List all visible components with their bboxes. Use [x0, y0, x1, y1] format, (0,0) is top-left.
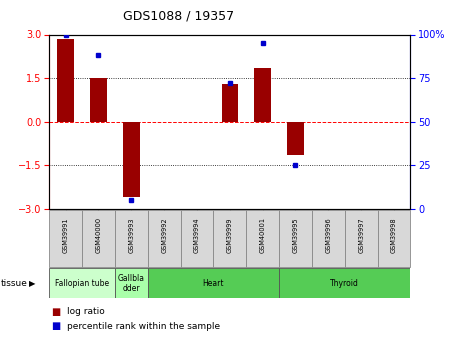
Text: Heart: Heart [203, 279, 224, 288]
Text: GSM39991: GSM39991 [63, 217, 68, 253]
Text: ▶: ▶ [29, 279, 36, 288]
Text: tissue: tissue [1, 279, 28, 288]
Bar [246, 210, 279, 267]
Bar [254, 68, 271, 122]
Text: Thyroid: Thyroid [330, 279, 359, 288]
Text: Gallbla
dder: Gallbla dder [118, 274, 145, 293]
Bar [378, 210, 410, 267]
Text: ■: ■ [52, 307, 61, 316]
Text: ■: ■ [52, 321, 61, 331]
Bar [90, 78, 106, 122]
Bar [287, 122, 303, 155]
Bar [148, 210, 181, 267]
Text: GSM39998: GSM39998 [391, 217, 397, 253]
Text: percentile rank within the sample: percentile rank within the sample [67, 322, 220, 331]
Text: GSM40001: GSM40001 [260, 217, 265, 253]
Bar [115, 268, 148, 298]
Text: GSM39992: GSM39992 [161, 217, 167, 253]
Bar [82, 210, 115, 267]
Bar [148, 268, 279, 298]
Bar [312, 210, 345, 267]
Bar [115, 210, 148, 267]
Text: GDS1088 / 19357: GDS1088 / 19357 [123, 9, 234, 22]
Bar [123, 122, 139, 197]
Text: GSM39996: GSM39996 [325, 217, 331, 253]
Text: GSM39993: GSM39993 [129, 217, 134, 253]
Bar [49, 268, 115, 298]
Bar [221, 84, 238, 122]
Bar [213, 210, 246, 267]
Bar [279, 210, 312, 267]
Bar [345, 210, 378, 267]
Text: Fallopian tube: Fallopian tube [55, 279, 109, 288]
Text: log ratio: log ratio [67, 307, 105, 316]
Text: GSM39997: GSM39997 [358, 217, 364, 253]
Text: GSM40000: GSM40000 [96, 217, 101, 254]
Bar [49, 210, 82, 267]
Bar [57, 39, 74, 122]
Text: GSM39994: GSM39994 [194, 217, 200, 253]
Text: GSM39999: GSM39999 [227, 217, 233, 253]
Text: GSM39995: GSM39995 [293, 217, 298, 253]
Bar [181, 210, 213, 267]
Bar [279, 268, 410, 298]
